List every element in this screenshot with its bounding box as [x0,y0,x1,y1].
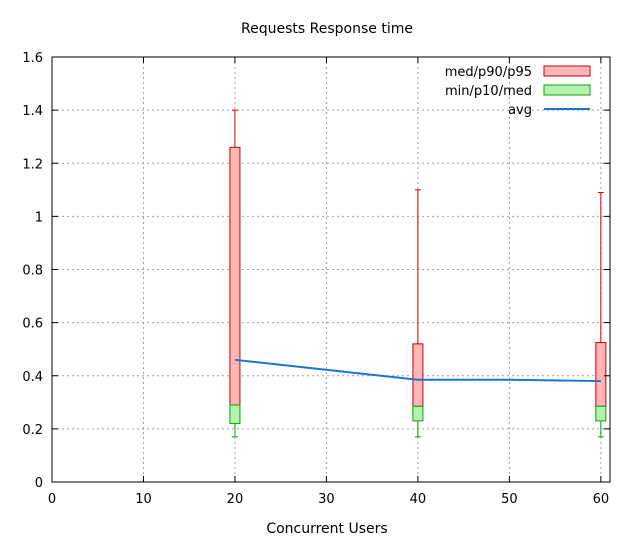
med-p90-box [595,342,607,407]
y-tick-label: 0.4 [22,370,43,385]
y-tick-label: 1 [35,210,43,225]
avg-line [234,358,601,383]
y-tick-label: 0.8 [22,264,43,279]
legend-swatch [543,84,591,96]
p10-med-box [595,405,607,422]
x-tick-label: 20 [227,492,244,507]
y-tick-label: 1.4 [22,104,43,119]
legend: med/p90/p95 min/p10/med avg [445,65,591,118]
x-tick-label: 10 [135,492,152,507]
axes: 0 10 20 30 40 50 60 0 0.2 0.4 0.6 0.8 1 1.2 1.4 1.6 [22,51,611,507]
y-tick-label: 0.2 [22,423,43,438]
y-tick-label: 1.2 [22,157,43,172]
x-tick-label: 60 [593,492,610,507]
legend-label: min/p10/med [445,84,532,99]
x-tick-label: 50 [501,492,518,507]
chart-title: Requests Response time [241,21,413,37]
chart-marks [229,109,607,438]
legend-swatch [543,65,591,77]
y-tick-label: 1.6 [22,51,43,66]
p10-med-box [412,405,424,422]
med-p90-box [412,343,424,407]
med-p90-box [229,146,241,406]
x-tick-label: 40 [410,492,427,507]
legend-label: med/p90/p95 [445,65,532,80]
grid [52,57,610,482]
legend-label: avg [508,103,532,118]
plot-frame [51,56,611,483]
y-tick-label: 0 [35,476,43,491]
y-tick-label: 0.6 [22,317,43,332]
x-axis-label: Concurrent Users [266,521,387,537]
x-tick-label: 30 [318,492,335,507]
p10-med-box [229,404,241,425]
x-tick-label: 0 [48,492,56,507]
